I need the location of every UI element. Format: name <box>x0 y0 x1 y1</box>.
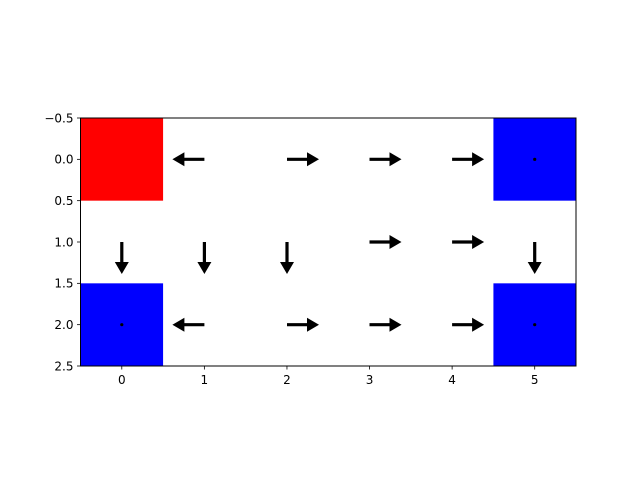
policy-arrow-right <box>287 152 319 167</box>
dots-layer <box>120 157 537 327</box>
terminal-dot <box>533 323 537 327</box>
y-tick-label: 2.5 <box>54 359 73 373</box>
x-axis: 0 1 2 3 4 5 <box>118 366 539 387</box>
policy-arrow-down <box>280 242 294 274</box>
x-tick-label: 5 <box>531 373 539 387</box>
x-tick-label: 3 <box>366 373 374 387</box>
terminal-dot <box>120 323 124 327</box>
policy-arrow-right <box>369 235 402 249</box>
policy-arrow-right <box>369 317 402 332</box>
policy-arrow-down <box>197 242 212 274</box>
y-axis: −0.5 0.0 0.5 1.0 1.5 2.0 2.5 <box>44 111 81 373</box>
policy-arrow-right <box>452 317 485 332</box>
policy-arrow-down <box>114 242 129 274</box>
policy-arrow-right <box>452 152 485 167</box>
y-tick-label: 2.0 <box>54 318 73 332</box>
x-tick-label: 4 <box>448 373 456 387</box>
y-tick-label: 0.0 <box>54 153 73 167</box>
grid-cell <box>80 118 164 201</box>
terminal-dot <box>533 157 537 161</box>
y-tick-label: −0.5 <box>44 111 73 125</box>
y-tick-label: 0.5 <box>54 194 73 208</box>
policy-arrow-left <box>172 317 205 332</box>
policy-arrow-right <box>287 317 319 332</box>
x-tick-label: 2 <box>283 373 291 387</box>
policy-arrow-down <box>527 242 542 274</box>
policy-arrow-left <box>172 152 205 167</box>
y-tick-label: 1.5 <box>54 277 73 291</box>
policy-arrow-right <box>452 235 485 249</box>
plot-area <box>80 117 577 367</box>
x-tick-label: 1 <box>201 373 209 387</box>
x-tick-label: 0 <box>118 373 126 387</box>
arrows-layer <box>114 152 542 332</box>
policy-arrow-right <box>369 152 402 167</box>
y-tick-label: 1.0 <box>54 235 73 249</box>
